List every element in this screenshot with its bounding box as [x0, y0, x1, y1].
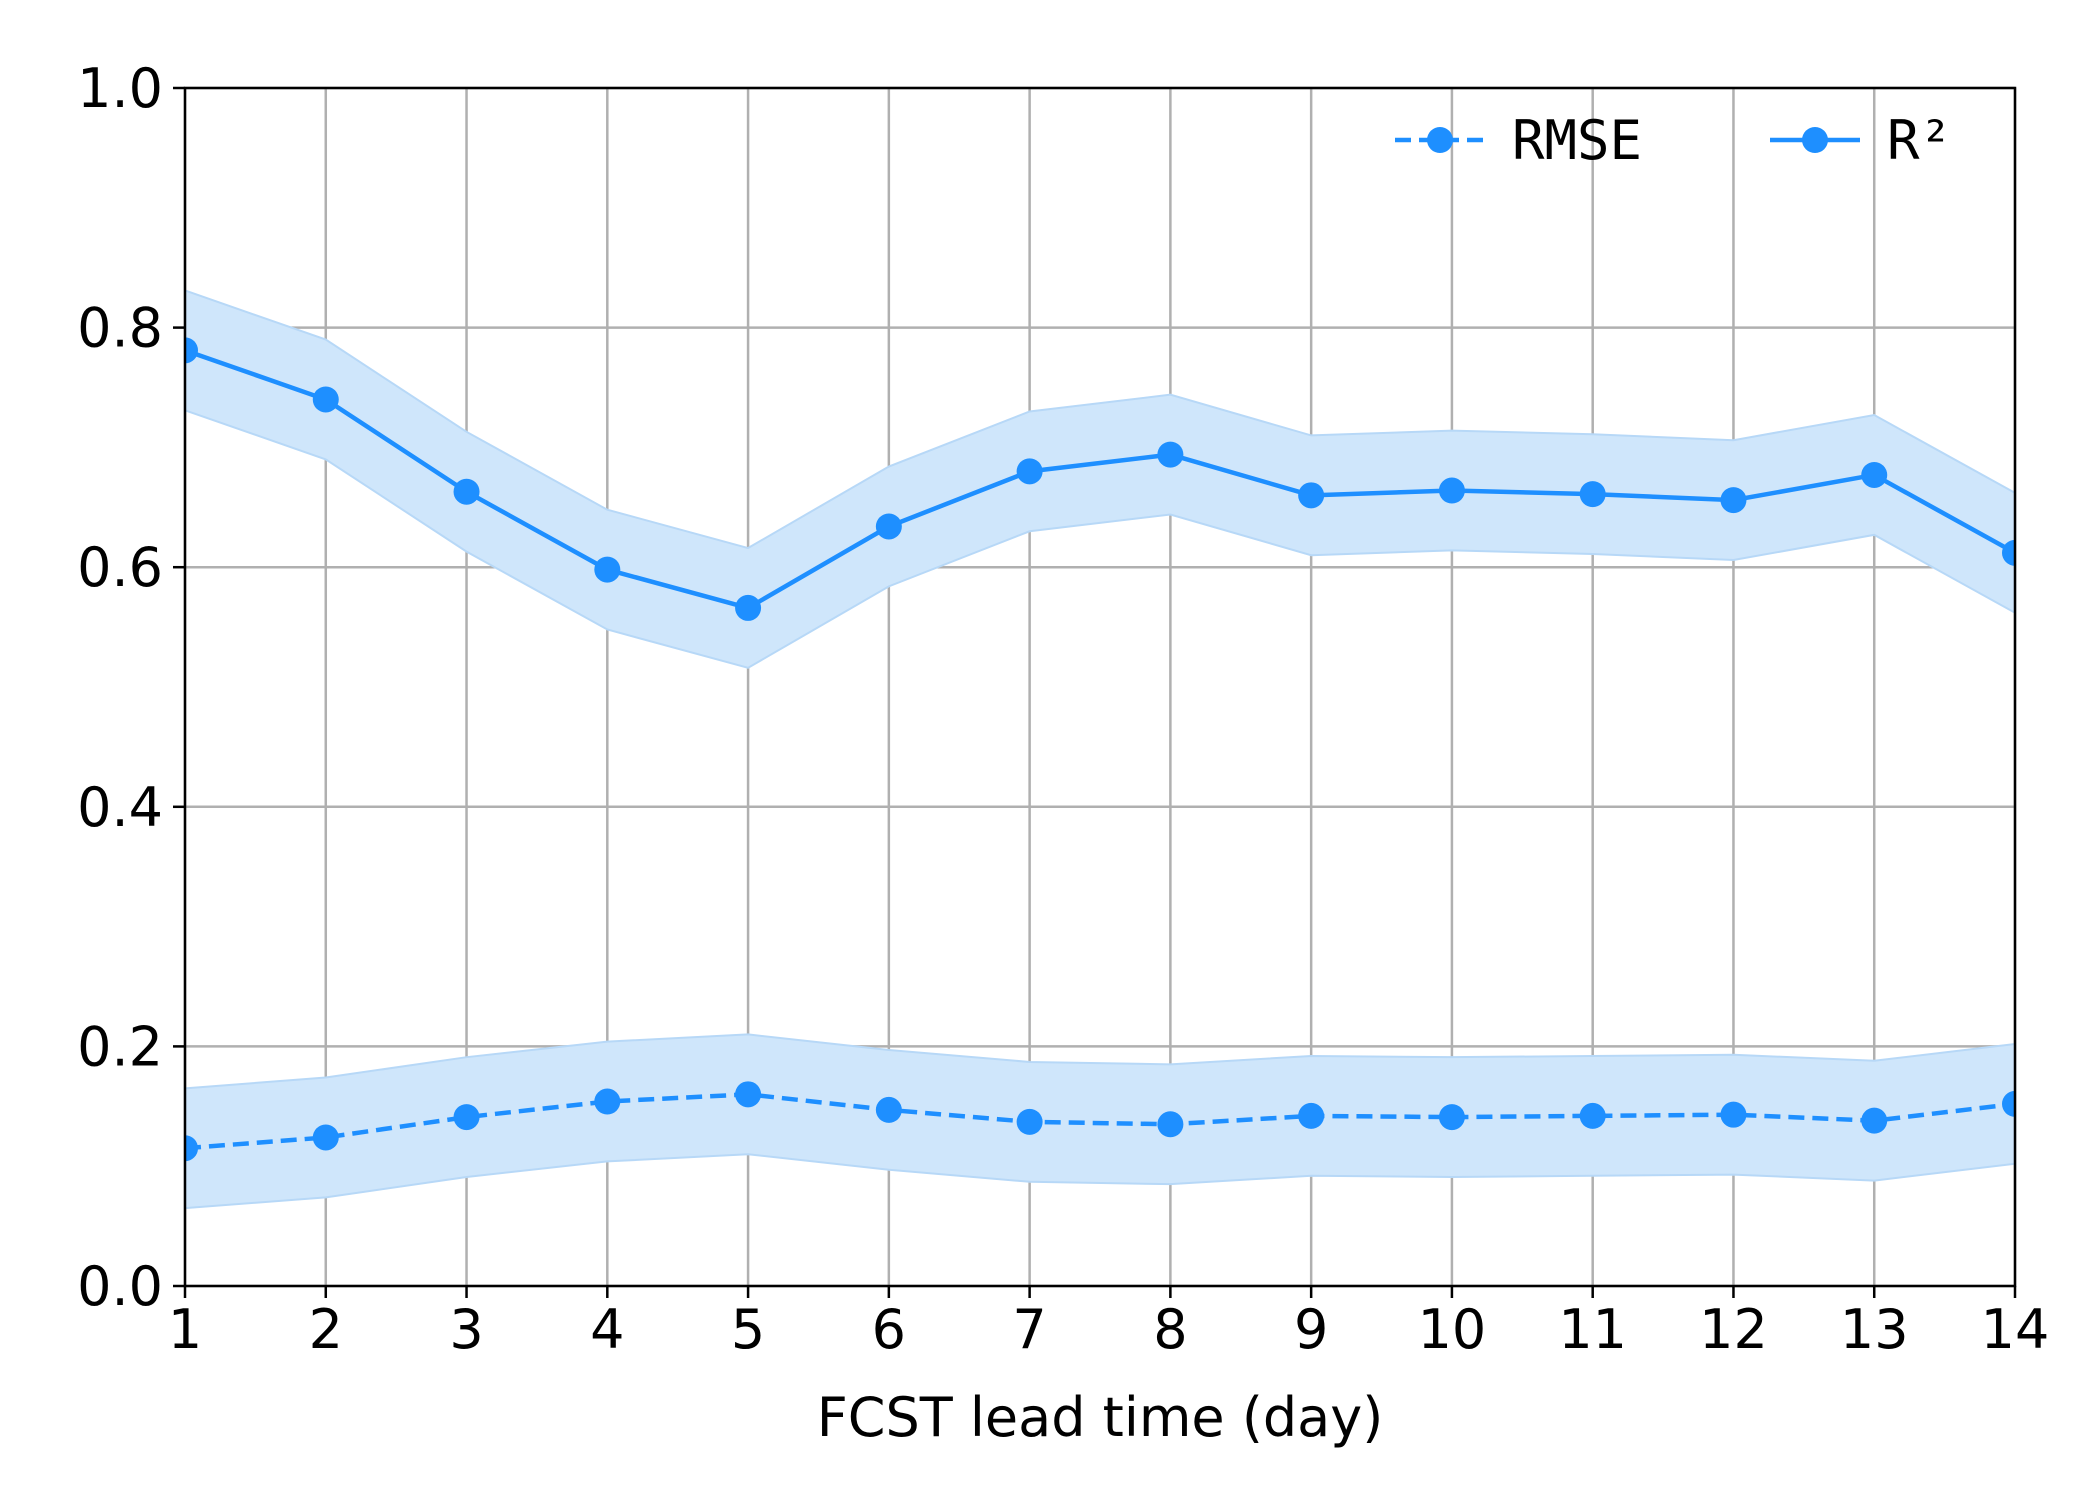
rmse-point: [1438, 1104, 1465, 1131]
x-tick-label: 9: [1294, 1298, 1328, 1361]
axes-frame: [183, 86, 2017, 1288]
rmse-point: [1720, 1101, 1747, 1128]
rmse-point: [312, 1124, 339, 1151]
rmse-point: [735, 1081, 762, 1108]
x-tick-label: 14: [1981, 1298, 2050, 1361]
legend-item-rmse: RMSE: [1395, 109, 1642, 172]
r2-point: [1016, 458, 1043, 485]
rmse-point: [2002, 1090, 2015, 1117]
r2-point: [735, 594, 762, 621]
rmse-point: [453, 1104, 480, 1131]
rmse-point: [594, 1088, 621, 1115]
x-tick-label: 8: [1153, 1298, 1187, 1361]
x-tick-label: 11: [1558, 1298, 1627, 1361]
r2-point: [312, 386, 339, 413]
r2-point: [2002, 539, 2015, 566]
rmse-point: [875, 1096, 902, 1123]
x-tick-label: 1: [168, 1298, 202, 1361]
r2-point: [594, 556, 621, 583]
legend-rmse-marker: [1427, 127, 1453, 153]
rmse-point: [1016, 1108, 1043, 1135]
axis-ticks: 1 2 3 4 5 6 7 8 9 10 11 12 13 140.00.20.40.60.81.0: [77, 57, 2049, 1361]
x-tick-label: 10: [1418, 1298, 1487, 1361]
x-tick-label: 3: [449, 1298, 483, 1361]
rmse-point: [1157, 1111, 1184, 1138]
rmse-point: [1861, 1107, 1888, 1134]
x-tick-label: 4: [590, 1298, 624, 1361]
x-tick-label: 12: [1699, 1298, 1768, 1361]
series-markers: [185, 337, 2015, 1162]
r2-point: [1861, 461, 1888, 488]
r2-point: [875, 513, 902, 540]
y-tick-label: 0.8: [77, 297, 163, 360]
x-tick-label: 2: [309, 1298, 343, 1361]
confidence-bands: [185, 289, 2015, 1210]
y-tick-label: 0.0: [77, 1255, 163, 1318]
rmse-point: [1579, 1102, 1606, 1129]
r2-point: [1298, 482, 1325, 509]
x-tick-label: 5: [731, 1298, 765, 1361]
rmse-point: [1298, 1102, 1325, 1129]
series-lines: [185, 348, 2015, 1151]
r2-point: [1720, 487, 1747, 514]
y-tick-label: 0.4: [77, 776, 163, 839]
r2-point: [1157, 441, 1184, 468]
r2-point: [453, 478, 480, 505]
rmse-line: [185, 1092, 2015, 1151]
legend: RMSE R²: [1395, 109, 1952, 172]
rmse-point: [185, 1135, 198, 1162]
r2-point: [1579, 481, 1606, 508]
y-tick-label: 0.6: [77, 536, 163, 599]
x-tick-label: 6: [872, 1298, 906, 1361]
x-axis-label: FCST lead time (day): [817, 1386, 1384, 1449]
x-tick-label: 13: [1840, 1298, 1909, 1361]
legend-item-r2: R²: [1770, 109, 1952, 172]
r2-point: [1438, 477, 1465, 504]
legend-rmse-label: RMSE: [1512, 109, 1642, 172]
r2-line: [185, 348, 2015, 611]
x-tick-label: 7: [1012, 1298, 1046, 1361]
r2-point: [185, 337, 198, 364]
r2-band: [185, 289, 2015, 669]
legend-r2-label: R²: [1887, 109, 1952, 172]
y-tick-label: 0.2: [77, 1015, 163, 1078]
legend-r2-marker: [1802, 127, 1828, 153]
y-tick-label: 1.0: [77, 57, 163, 120]
